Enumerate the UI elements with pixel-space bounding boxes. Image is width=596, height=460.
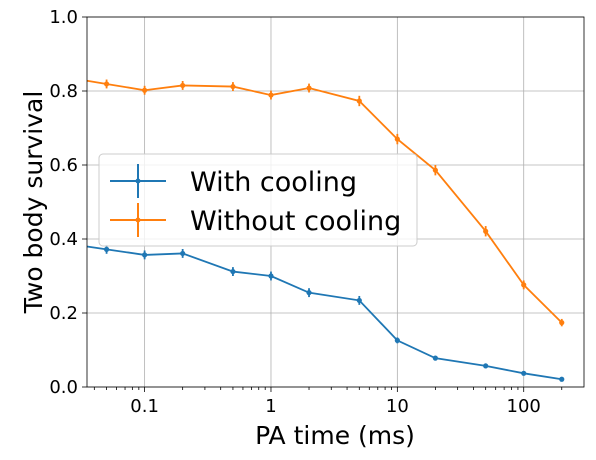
- y-tick-label: 1.0: [49, 7, 78, 28]
- data-point-with-cooling: [142, 252, 148, 258]
- legend-entry-without-cooling: Without cooling: [110, 203, 401, 237]
- data-point-with-cooling: [268, 273, 274, 279]
- y-axis-label: Two body survival: [19, 91, 48, 315]
- y-tick-label: 0.0: [49, 377, 78, 398]
- data-point-without-cooling: [559, 320, 565, 326]
- data-point-with-cooling: [559, 376, 565, 382]
- plot-frame: [86, 16, 585, 388]
- data-point-without-cooling: [521, 282, 527, 288]
- legend: With cooling Without cooling: [98, 153, 418, 247]
- y-tick-label: 0.8: [49, 81, 78, 102]
- data-point-with-cooling: [180, 250, 186, 257]
- x-tick-label: 1: [265, 396, 276, 417]
- data-point-with-cooling: [306, 290, 312, 296]
- data-point-with-cooling: [103, 246, 110, 252]
- data-point-without-cooling: [394, 136, 400, 142]
- x-tick-label: 0.1: [130, 396, 159, 417]
- data-point-with-cooling: [394, 337, 400, 343]
- data-point-without-cooling: [306, 85, 312, 91]
- legend-entry-with-cooling: With cooling: [110, 164, 357, 198]
- series-without-cooling: [86, 79, 565, 327]
- data-point-without-cooling: [483, 228, 489, 234]
- data-point-without-cooling: [230, 83, 236, 90]
- y-tick-label: 0.4: [49, 229, 78, 250]
- legend-label-with-cooling: With cooling: [190, 167, 357, 198]
- data-point-without-cooling: [103, 81, 110, 87]
- data-point-with-cooling: [356, 297, 362, 304]
- series-layer: [86, 79, 565, 382]
- y-tick-label: 0.6: [49, 155, 78, 176]
- data-point-with-cooling: [483, 363, 489, 369]
- tick-layer: 0.1 1 10 100 0.0 0.2 0.4 0.6 0.8 1.0: [49, 7, 563, 417]
- legend-box: [98, 153, 418, 247]
- data-point-without-cooling: [180, 82, 186, 89]
- legend-marker-without-cooling: [135, 217, 141, 223]
- data-point-with-cooling: [432, 355, 438, 361]
- x-axis-label: PA time (ms): [255, 421, 415, 450]
- data-point-with-cooling: [521, 370, 527, 376]
- data-point-without-cooling: [432, 167, 438, 173]
- x-tick-label: 100: [507, 396, 541, 417]
- data-point-without-cooling: [356, 98, 362, 104]
- x-tick-label: 10: [386, 396, 409, 417]
- y-tick-label: 0.2: [49, 303, 78, 324]
- data-point-with-cooling: [230, 268, 236, 275]
- legend-label-without-cooling: Without cooling: [190, 206, 401, 237]
- series-with-cooling: [86, 244, 565, 382]
- data-point-without-cooling: [268, 92, 274, 98]
- legend-marker-with-cooling: [135, 178, 141, 184]
- data-point-without-cooling: [142, 87, 148, 93]
